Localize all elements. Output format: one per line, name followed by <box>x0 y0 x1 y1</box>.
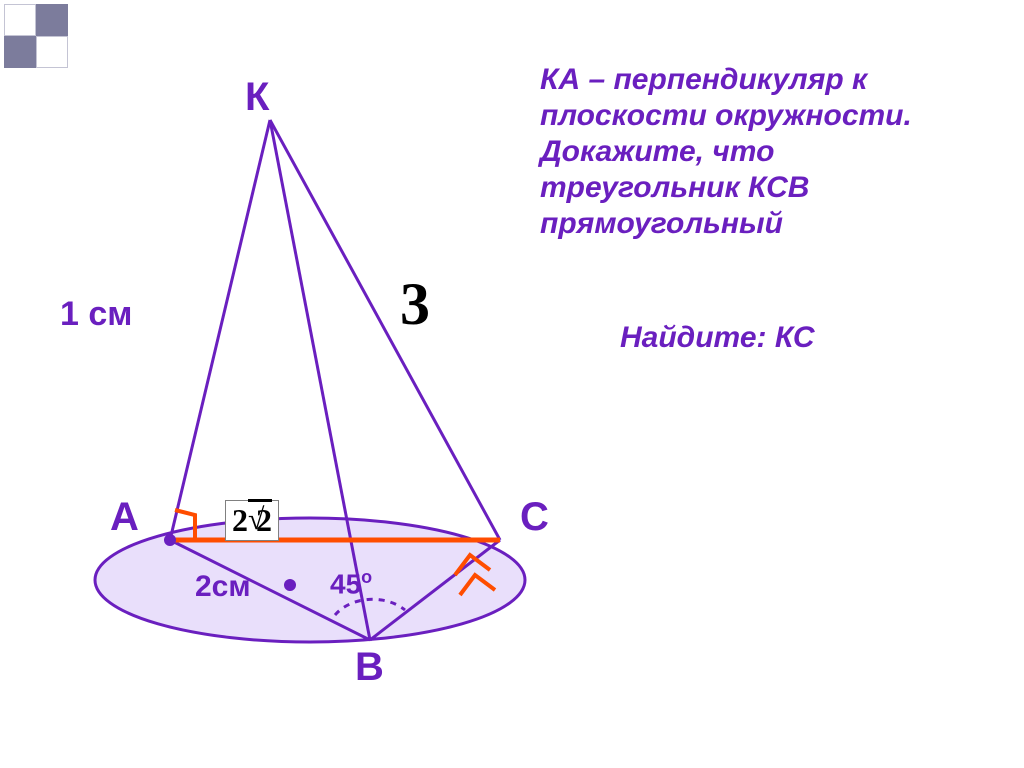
value-KC: 3 <box>400 270 430 339</box>
label-angle-45: 45о <box>330 567 372 600</box>
segment-KC <box>270 120 500 540</box>
label-A: А <box>110 495 139 540</box>
label-C: С <box>520 495 549 540</box>
geometry-diagram <box>0 0 1024 768</box>
point-center <box>284 579 296 591</box>
circle-plane <box>95 518 525 642</box>
point-A <box>164 534 176 546</box>
segment-KA <box>170 120 270 540</box>
label-B: В <box>355 645 384 690</box>
value-AC: 2 2 √ <box>225 500 279 541</box>
label-AB-length: 2см <box>195 570 251 604</box>
label-KA-length: 1 см <box>60 295 132 334</box>
label-K: К <box>245 75 269 120</box>
